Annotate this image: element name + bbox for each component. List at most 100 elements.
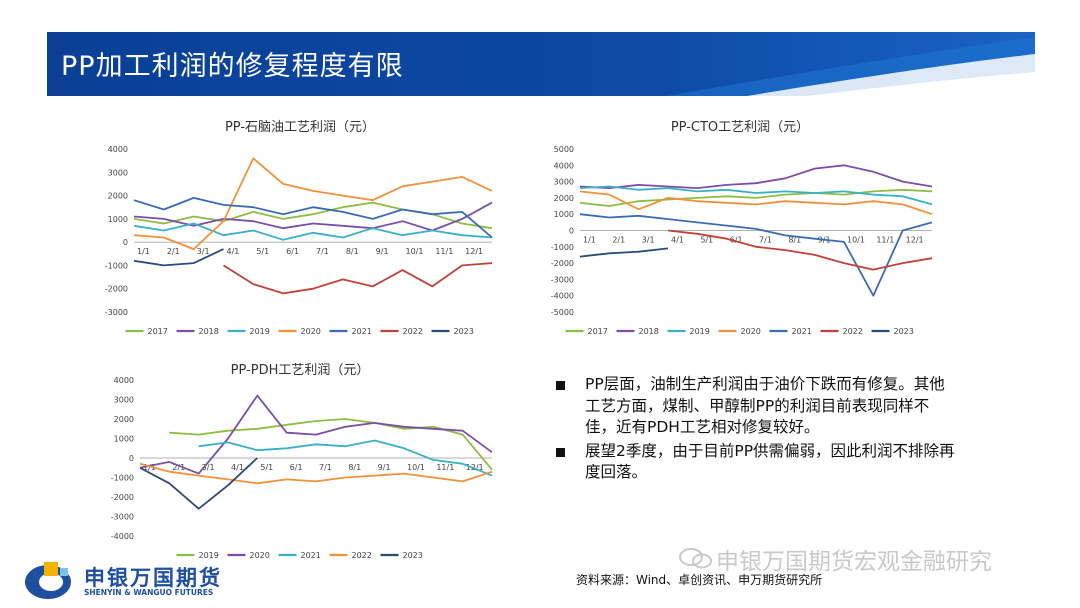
- y-tick-label: 2000: [108, 192, 128, 201]
- series-line-2020: [579, 190, 933, 216]
- chart-title: PP-PDH工艺利润（元）: [230, 363, 370, 378]
- chart-title: PP-石脑油工艺利润（元）: [224, 120, 376, 135]
- y-tick-label: -2000: [111, 493, 134, 502]
- y-tick-label: -4000: [111, 532, 134, 541]
- series-line-2021: [198, 439, 493, 477]
- legend-label: 2020: [741, 327, 761, 336]
- naphtha-profit-chart: PP-石脑油工艺利润（元） 4000 3000 2000 1000 0 -1000 -200…: [100, 112, 500, 347]
- y-tick-label: -1000: [105, 261, 128, 270]
- x-tick-label: 1/1: [143, 463, 156, 472]
- y-tick-label: 0: [129, 454, 134, 463]
- company-logo: 申银万国期货 SHENYIN & WANGUO FUTURES: [24, 560, 234, 602]
- series-line-2022: [223, 262, 493, 295]
- legend-label: 2017: [588, 327, 608, 336]
- x-tick-label: 3/1: [202, 463, 215, 472]
- legend-label: 2018: [199, 327, 219, 336]
- x-tick-label: 2/1: [172, 463, 185, 472]
- series-line-2020: [133, 157, 493, 250]
- x-tick-label: 10/1: [407, 463, 425, 472]
- y-tick-label: 4000: [554, 161, 574, 170]
- y-tick-label: -3000: [551, 275, 574, 284]
- source-note: 资料来源：Wind、卓创资讯、申万期货研究所: [576, 573, 823, 587]
- legend-label: 2023: [454, 327, 474, 336]
- x-tick-label: 1/1: [583, 236, 596, 245]
- x-tick-label: 12/1: [466, 463, 484, 472]
- legend-label: 2022: [352, 551, 372, 560]
- legend-label: 2021: [352, 327, 372, 336]
- page-title: PP加工利润的修复程度有限: [61, 51, 404, 82]
- chart-title: PP-CTO工艺利润（元）: [670, 120, 810, 135]
- x-tick-label: 8/1: [346, 247, 359, 256]
- chart-plot: 4000 3000 2000 1000 0 -1000 -2000 -3000 -4000 1/1…: [111, 376, 493, 560]
- logo-text-cn: 申银万国期货: [84, 566, 222, 590]
- x-tick-label: 11/1: [876, 236, 894, 245]
- legend-label: 2023: [403, 551, 423, 560]
- x-tick-label: 9/1: [376, 247, 389, 256]
- note-text: PP层面，油制生产利润由于油价下跌而有修复。其他工艺方面，煤制、甲醇制PP的利润…: [585, 375, 945, 436]
- y-tick-label: 3000: [108, 168, 128, 177]
- x-tick-label: 11/1: [436, 463, 454, 472]
- chart-plot: 4000 3000 2000 1000 0 -1000 -2000 -3000 1/1 2/1 3/…: [105, 145, 493, 336]
- series-line-2018: [579, 164, 933, 189]
- legend-label: 2019: [690, 327, 710, 336]
- y-tick-label: 1000: [108, 215, 128, 224]
- y-tick-label: 2000: [554, 194, 574, 203]
- x-tick-label: 3/1: [642, 236, 655, 245]
- y-tick-label: -5000: [551, 308, 574, 317]
- legend-label: 2022: [843, 327, 863, 336]
- series-line-2020: [139, 394, 493, 475]
- legend-label: 2018: [639, 327, 659, 336]
- x-tick-label: 10/1: [406, 247, 424, 256]
- x-tick-label: 3/1: [197, 247, 210, 256]
- y-tick-label: -2000: [551, 259, 574, 268]
- x-tick-label: 7/1: [319, 463, 332, 472]
- x-tick-label: 7/1: [316, 247, 329, 256]
- x-tick-label: 6/1: [286, 247, 299, 256]
- x-tick-label: 5/1: [256, 247, 269, 256]
- x-tick-label: 4/1: [231, 463, 244, 472]
- legend-label: 2021: [301, 551, 321, 560]
- watermark-text: 申银万国期货宏观金融研究: [716, 549, 992, 575]
- y-tick-label: 0: [123, 238, 128, 247]
- series-line-2023: [133, 248, 224, 267]
- series-line-2023: [139, 457, 258, 510]
- x-tick-label: 6/1: [290, 463, 303, 472]
- note-text: 展望2季度，由于目前PP供需偏弱，因此利润不排除再度回落。: [585, 441, 955, 482]
- x-tick-label: 5/1: [700, 236, 713, 245]
- logo-mark-icon: [25, 562, 71, 599]
- series-line-2022: [139, 462, 493, 485]
- y-tick-label: -3000: [111, 513, 134, 522]
- y-tick-label: 4000: [114, 376, 134, 385]
- x-tick-label: 4/1: [671, 236, 684, 245]
- y-tick-label: -4000: [551, 292, 574, 301]
- note-item: PP层面，油制生产利润由于油价下跌而有修复。其他工艺方面，煤制、甲醇制PP的利润…: [555, 374, 955, 439]
- y-tick-label: 2000: [114, 415, 134, 424]
- x-tick-label: 2/1: [167, 247, 180, 256]
- x-tick-label: 5/1: [260, 463, 273, 472]
- x-tick-label: 10/1: [847, 236, 865, 245]
- legend-label: 2019: [199, 551, 219, 560]
- y-tick-label: 3000: [114, 396, 134, 405]
- series-line-2023: [579, 247, 669, 258]
- wechat-icon: [679, 548, 712, 569]
- legend-label: 2022: [403, 327, 423, 336]
- y-tick-label: -3000: [105, 308, 128, 317]
- analysis-notes: PP层面，油制生产利润由于油价下跌而有修复。其他工艺方面，煤制、甲醇制PP的利润…: [555, 374, 955, 486]
- x-tick-label: 11/1: [435, 247, 453, 256]
- square-bullet-icon: [556, 381, 565, 390]
- x-tick-label: 12/1: [465, 247, 483, 256]
- legend-label: 2020: [301, 327, 321, 336]
- y-tick-label: -2000: [105, 285, 128, 294]
- y-tick-label: 1000: [114, 435, 134, 444]
- legend-label: 2023: [894, 327, 914, 336]
- x-tick-label: 6/1: [730, 236, 743, 245]
- cto-profit-chart: PP-CTO工艺利润（元） 5000 4000 3000 2000 1000 0 -1000…: [540, 112, 940, 347]
- series-line-2017: [579, 188, 933, 207]
- x-tick-label: 7/1: [759, 236, 772, 245]
- x-tick-label: 8/1: [788, 236, 801, 245]
- legend-label: 2019: [250, 327, 270, 336]
- logo-text-en: SHENYIN & WANGUO FUTURES: [84, 588, 214, 597]
- legend-label: 2017: [148, 327, 168, 336]
- legend-label: 2021: [792, 327, 812, 336]
- y-tick-label: -1000: [111, 474, 134, 483]
